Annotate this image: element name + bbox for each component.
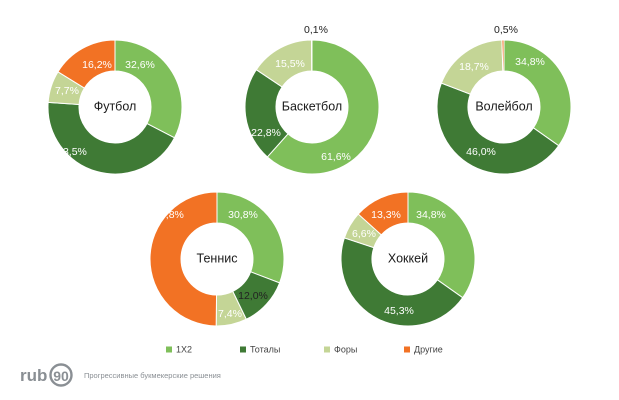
legend-label-other: Другие [414, 344, 443, 354]
chart-title-volleyball: Волейбол [475, 99, 532, 113]
data-label-basketball-totals: 22,8% [251, 127, 281, 139]
legend-label-handicaps: Форы [334, 344, 357, 354]
data-label-hockey-1x2: 34,8% [416, 209, 446, 221]
chart-title-tennis: Теннис [197, 251, 238, 265]
data-label-hockey-totals: 45,3% [384, 305, 414, 317]
brand-name-prefix: rub [20, 366, 47, 385]
data-label-hockey-handicaps: 6,6% [352, 228, 376, 240]
donut-chart-tennis: 30,8% 12,0% 7,4% 49,8% Теннис [149, 191, 285, 327]
data-label-basketball-other: 0,1% [304, 24, 328, 36]
slice-volleyball-other [501, 39, 505, 72]
donut-chart-football: 32,6% 43,5% 7,7% 16,2% Футбол [47, 39, 183, 175]
data-label-tennis-1x2: 30,8% [228, 209, 258, 221]
data-label-tennis-other: 49,8% [154, 209, 184, 221]
data-label-volleyball-other: 0,5% [494, 24, 518, 36]
data-label-basketball-handicaps: 15,5% [275, 58, 305, 70]
brand-tagline: Прогрессивные букмекерские решения [84, 371, 221, 380]
slice-hockey-1x2 [407, 191, 476, 299]
slice-volleyball-1x2 [503, 39, 572, 147]
donut-chart-volleyball: 34,8% 46,0% 18,7% 0,5% Волейбол [436, 24, 572, 175]
legend-label-totals: Тоталы [250, 344, 280, 354]
chart-title-football: Футбол [94, 99, 137, 113]
data-label-football-other: 16,2% [82, 59, 112, 71]
legend-swatch-other [404, 346, 410, 353]
legend-label-1x2: 1X2 [176, 344, 192, 354]
charts-layer: 32,6% 43,5% 7,7% 16,2% Футбол 61,6% 22,8% 15,5%… [47, 24, 572, 327]
data-label-volleyball-1x2: 34,8% [515, 56, 545, 68]
legend: 1X2 Тоталы Форы Другие [166, 344, 443, 354]
data-label-volleyball-handicaps: 18,7% [459, 61, 489, 73]
slice-football-totals [47, 101, 176, 175]
legend-swatch-handicaps [324, 346, 330, 353]
legend-swatch-1x2 [166, 346, 172, 353]
brand-ring-icon [49, 363, 73, 387]
donut-chart-hockey: 34,8% 45,3% 6,6% 13,3% Хоккей [340, 191, 476, 327]
slice-tennis-1x2 [216, 191, 285, 284]
chart-title-basketball: Баскетбол [282, 99, 342, 113]
data-label-volleyball-totals: 46,0% [466, 146, 496, 158]
data-label-football-totals: 43,5% [57, 146, 87, 158]
data-label-tennis-totals: 12,0% [238, 290, 268, 302]
data-label-football-handicaps: 7,7% [55, 85, 79, 97]
slice-football-1x2 [114, 39, 183, 139]
brand-logo: rub 90 Прогрессивные букмекерские решени… [20, 363, 221, 387]
data-label-football-1x2: 32,6% [125, 59, 155, 71]
slice-hockey-totals [340, 237, 464, 327]
brand-name-suffix: 90 [53, 368, 69, 384]
slice-volleyball-totals [436, 82, 560, 175]
data-label-tennis-handicaps: 7,4% [218, 308, 242, 320]
data-label-basketball-1x2: 61,6% [321, 151, 351, 163]
legend-swatch-totals [240, 346, 246, 353]
slice-basketball-1x2 [266, 39, 380, 175]
slice-football-other [57, 39, 116, 89]
donut-chart-basketball: 61,6% 22,8% 15,5% 0,1% Баскетбол [244, 24, 380, 175]
slice-tennis-other [149, 191, 218, 327]
chart-title-hockey: Хоккей [388, 251, 428, 265]
data-label-hockey-other: 13,3% [371, 209, 401, 221]
slice-hockey-other [357, 191, 409, 236]
